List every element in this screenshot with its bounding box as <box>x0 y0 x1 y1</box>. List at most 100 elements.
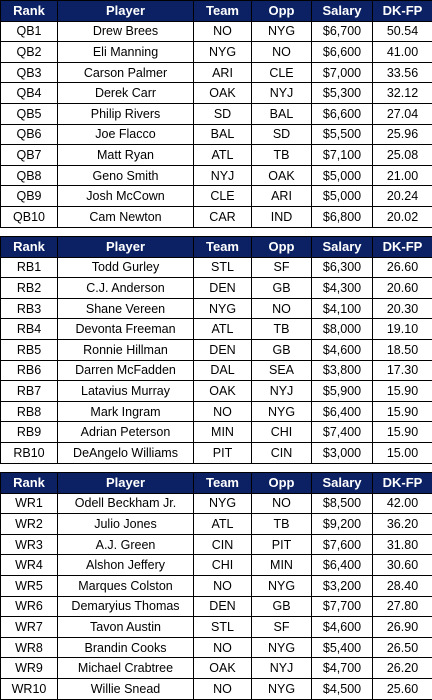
opp-cell: NO <box>252 42 312 63</box>
rank-cell: WR2 <box>1 514 58 535</box>
rank-cell: QB4 <box>1 83 58 104</box>
salary-cell: $8,000 <box>312 319 373 340</box>
salary-cell: $5,000 <box>312 165 373 186</box>
rank-header: Rank <box>1 237 58 258</box>
salary-cell: $5,300 <box>312 83 373 104</box>
opp-cell: MIN <box>252 555 312 576</box>
opp-cell: TB <box>252 319 312 340</box>
opp-cell: SF <box>252 617 312 638</box>
rank-cell: RB6 <box>1 360 58 381</box>
player-cell: Julio Jones <box>58 514 194 535</box>
opp-cell: CHI <box>252 422 312 443</box>
dkfp-cell: 15.90 <box>373 381 432 402</box>
player-cell: Ronnie Hillman <box>58 339 194 360</box>
team-cell: CAR <box>194 206 252 227</box>
opp-cell: NYJ <box>252 83 312 104</box>
dkfp-cell: 27.80 <box>373 596 432 617</box>
rank-cell: RB7 <box>1 381 58 402</box>
team-cell: NYG <box>194 42 252 63</box>
player-cell: Matt Ryan <box>58 145 194 166</box>
salary-cell: $4,300 <box>312 278 373 299</box>
opp-cell: IND <box>252 206 312 227</box>
rank-cell: QB9 <box>1 186 58 207</box>
rank-cell: QB10 <box>1 206 58 227</box>
dkfp-cell: 20.60 <box>373 278 432 299</box>
salary-cell: $6,700 <box>312 21 373 42</box>
team-cell: ATL <box>194 145 252 166</box>
player-cell: Joe Flacco <box>58 124 194 145</box>
salary-cell: $5,900 <box>312 381 373 402</box>
dkfp-cell: 33.56 <box>373 62 432 83</box>
opp-cell: PIT <box>252 534 312 555</box>
salary-cell: $8,500 <box>312 493 373 514</box>
dkfp-cell: 32.12 <box>373 83 432 104</box>
rank-cell: QB3 <box>1 62 58 83</box>
rank-cell: WR8 <box>1 637 58 658</box>
salary-cell: $6,300 <box>312 257 373 278</box>
team-header: Team <box>194 237 252 258</box>
team-cell: NYG <box>194 493 252 514</box>
team-header: Team <box>194 473 252 494</box>
opp-cell: ARI <box>252 186 312 207</box>
team-cell: NO <box>194 21 252 42</box>
team-cell: OAK <box>194 658 252 679</box>
player-cell: Derek Carr <box>58 83 194 104</box>
dkfp-cell: 28.40 <box>373 575 432 596</box>
rank-cell: WR7 <box>1 617 58 638</box>
team-cell: OAK <box>194 381 252 402</box>
rank-cell: WR9 <box>1 658 58 679</box>
player-cell: Latavius Murray <box>58 381 194 402</box>
player-cell: Odell Beckham Jr. <box>58 493 194 514</box>
opp-cell: GB <box>252 278 312 299</box>
player-cell: Demaryius Thomas <box>58 596 194 617</box>
team-cell: SD <box>194 103 252 124</box>
team-cell: PIT <box>194 442 252 463</box>
rank-cell: RB2 <box>1 278 58 299</box>
team-cell: NO <box>194 637 252 658</box>
salary-cell: $7,400 <box>312 422 373 443</box>
dkfp-cell: 41.00 <box>373 42 432 63</box>
player-cell: Alshon Jeffery <box>58 555 194 576</box>
opp-cell: NYG <box>252 575 312 596</box>
opp-cell: SD <box>252 124 312 145</box>
rank-cell: QB6 <box>1 124 58 145</box>
rank-cell: WR6 <box>1 596 58 617</box>
dkfp-cell: 26.90 <box>373 617 432 638</box>
dkfp-cell: 15.00 <box>373 442 432 463</box>
team-cell: CIN <box>194 534 252 555</box>
salary-cell: $4,600 <box>312 617 373 638</box>
opp-cell: NYG <box>252 637 312 658</box>
dkfp-cell: 15.90 <box>373 401 432 422</box>
team-cell: MIN <box>194 422 252 443</box>
dkfp-cell: 26.20 <box>373 658 432 679</box>
team-cell: NYG <box>194 298 252 319</box>
player-cell: A.J. Green <box>58 534 194 555</box>
dkfp-cell: 50.54 <box>373 21 432 42</box>
rank-cell: RB9 <box>1 422 58 443</box>
opp-cell: NYG <box>252 21 312 42</box>
player-cell: Adrian Peterson <box>58 422 194 443</box>
rank-cell: RB5 <box>1 339 58 360</box>
player-cell: Brandin Cooks <box>58 637 194 658</box>
rank-cell: WR5 <box>1 575 58 596</box>
player-cell: Philip Rivers <box>58 103 194 124</box>
player-cell: Darren McFadden <box>58 360 194 381</box>
rank-cell: WR1 <box>1 493 58 514</box>
opp-cell: NYJ <box>252 381 312 402</box>
